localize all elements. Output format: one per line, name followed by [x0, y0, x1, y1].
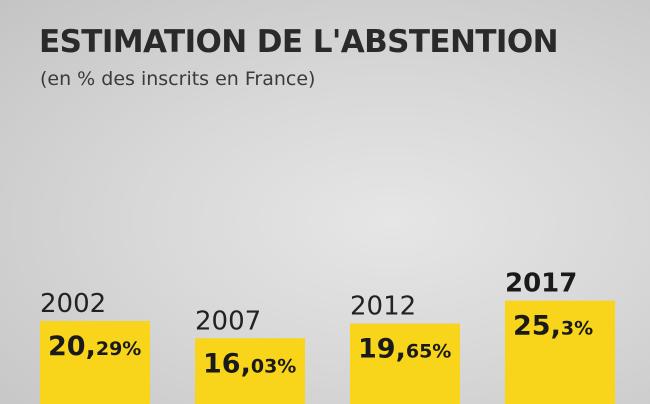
chart-subtitle: (en % des inscrits en France)	[40, 68, 316, 90]
value-label-2007: 16,03%	[203, 348, 296, 379]
chart-title: ESTIMATION DE L'ABSTENTION	[39, 24, 559, 60]
value-label-2012: 19,65%	[358, 334, 451, 365]
bar-2007	[195, 338, 305, 404]
value-label-2002: 20,29%	[48, 331, 141, 362]
year-label-2002: 2002	[40, 289, 106, 319]
bar-2017	[505, 300, 615, 404]
year-label-2017: 2017	[505, 269, 577, 299]
bar-2002	[40, 321, 150, 404]
bar-2012	[350, 323, 460, 404]
value-label-2017: 25,3%	[513, 311, 593, 342]
year-label-2007: 2007	[195, 306, 261, 336]
year-label-2012: 2012	[350, 292, 416, 322]
